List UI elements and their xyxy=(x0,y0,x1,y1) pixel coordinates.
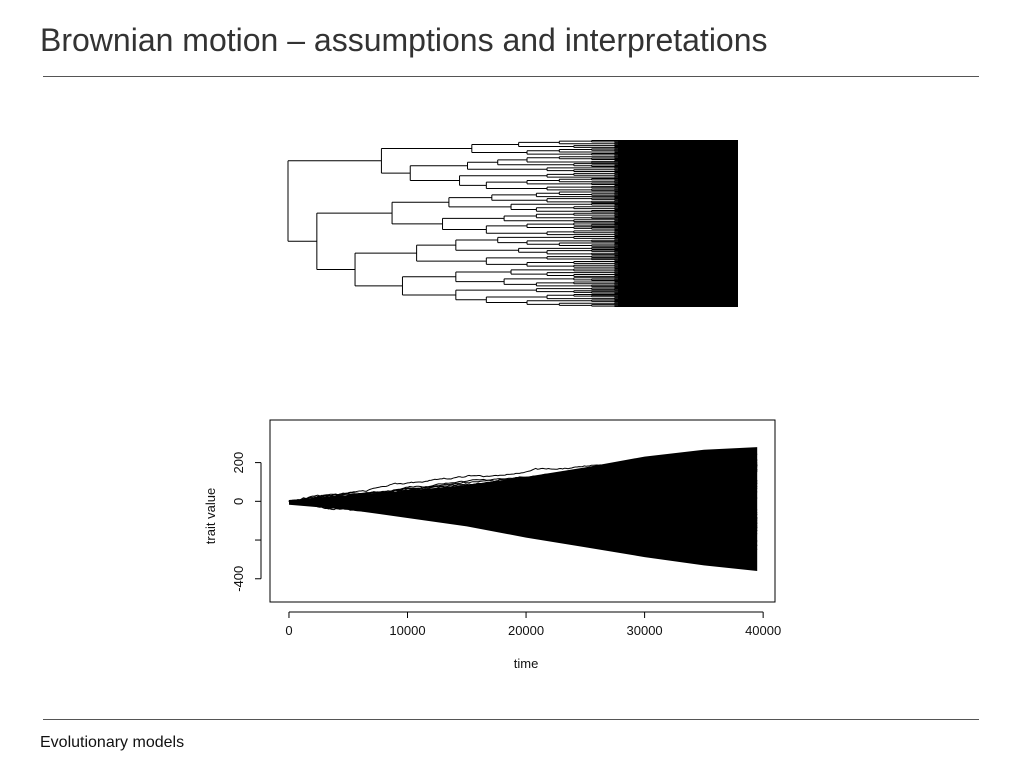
phylogeny-tree xyxy=(287,139,738,308)
trajectory-lines xyxy=(288,453,758,550)
x-tick-label: 40000 xyxy=(745,623,781,638)
y-axis-label: trait value xyxy=(203,488,218,544)
trajectory-line xyxy=(288,463,758,502)
phylogeny-figure xyxy=(280,132,750,322)
trajectory-line xyxy=(288,496,758,504)
trajectory-line xyxy=(288,464,758,502)
tree-tip-mass xyxy=(618,140,738,307)
brownian-plot-figure: 0 10000 20000 30000 40000 time -400 0 200 trait v… xyxy=(195,412,795,682)
trajectory-line xyxy=(288,480,758,502)
x-tick-label: 0 xyxy=(285,623,292,638)
trajectory-line xyxy=(288,464,758,502)
y-tick-label: 0 xyxy=(231,498,246,505)
trajectory-line xyxy=(288,453,758,502)
slide-title: Brownian motion – assumptions and interp… xyxy=(40,22,768,58)
title-divider xyxy=(43,76,979,77)
trajectory-line xyxy=(288,470,758,503)
trajectory-line xyxy=(288,499,758,525)
trajectory-line xyxy=(288,500,758,532)
trajectory-line xyxy=(288,486,758,504)
footer-label: Evolutionary models xyxy=(40,734,185,751)
trajectory-line xyxy=(288,491,758,505)
x-tick-label: 30000 xyxy=(627,623,663,638)
x-tick-label: 20000 xyxy=(508,623,544,638)
footer-divider xyxy=(43,719,979,720)
trajectory-line xyxy=(288,500,758,547)
plot-frame xyxy=(269,419,776,603)
x-tick-label: 10000 xyxy=(389,623,425,638)
trait-time-plot: 0 10000 20000 30000 40000 time -400 0 200 trait v… xyxy=(203,419,781,671)
trajectory-line xyxy=(288,500,758,525)
x-axis-label: time xyxy=(514,656,539,671)
y-tick-label: 200 xyxy=(231,452,246,474)
y-tick-label: -400 xyxy=(231,566,246,592)
